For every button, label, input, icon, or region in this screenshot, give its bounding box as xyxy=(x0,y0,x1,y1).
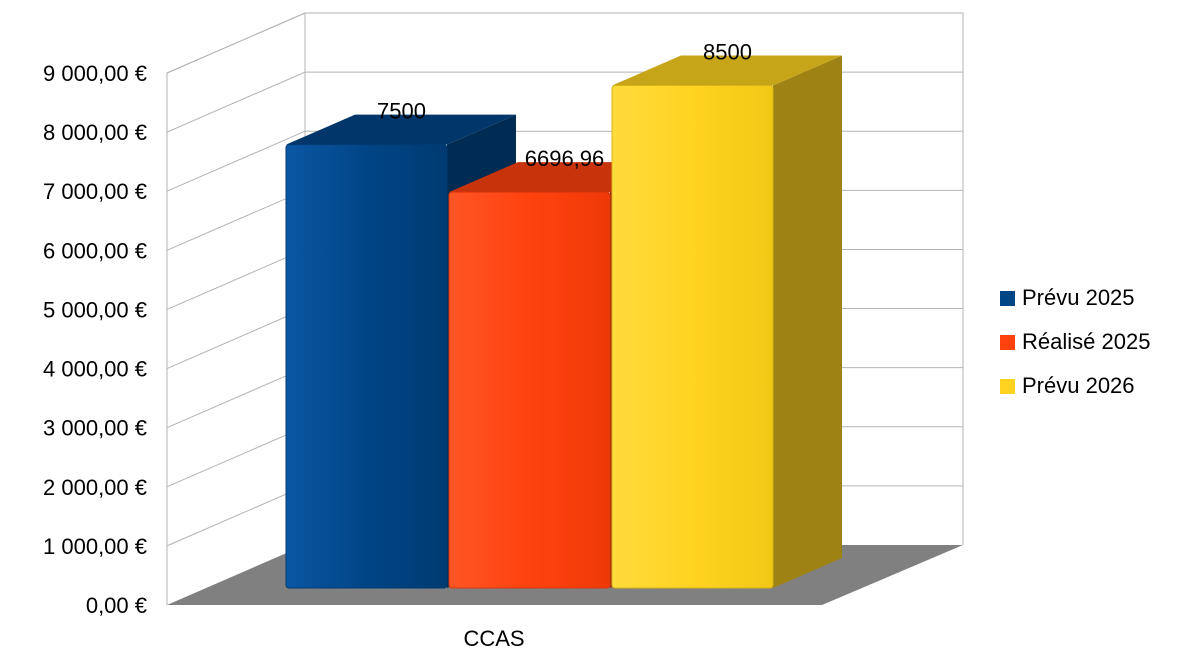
bar-top xyxy=(612,55,842,86)
data-labels: 7500 6696,96 8500 xyxy=(377,40,752,172)
legend-item-realise-2025: Réalisé 2025 xyxy=(1000,327,1150,357)
y-tick-label: 2 000,00 € xyxy=(43,475,147,500)
data-label: 6696,96 xyxy=(525,146,605,171)
x-axis-ticks: CCAS xyxy=(463,626,524,650)
legend: Prévu 2025 Réalisé 2025 Prévu 2026 xyxy=(1000,283,1150,401)
y-axis-ticks: 0,00 € 1 000,00 € 2 000,00 € 3 000,00 € 4 00… xyxy=(43,61,147,618)
bar-top xyxy=(286,114,516,145)
bar-front xyxy=(285,144,448,589)
gridline xyxy=(166,71,963,133)
y-tick-label: 8 000,00 € xyxy=(43,120,147,145)
data-label: 8500 xyxy=(703,40,752,65)
y-tick-label: 7 000,00 € xyxy=(43,179,147,204)
bar-side xyxy=(773,55,842,589)
y-tick-label: 9 000,00 € xyxy=(43,61,147,86)
y-tick-label: 5 000,00 € xyxy=(43,297,147,322)
legend-swatch xyxy=(1000,334,1015,350)
x-tick-label: CCAS xyxy=(463,626,524,650)
legend-label: Prévu 2025 xyxy=(1022,285,1135,310)
y-tick-label: 6 000,00 € xyxy=(43,238,147,263)
bar-3 xyxy=(611,55,842,589)
y-tick-label: 4 000,00 € xyxy=(43,357,147,382)
bar-front xyxy=(611,85,774,589)
legend-swatch xyxy=(1000,378,1015,394)
legend-label: Prévu 2026 xyxy=(1022,373,1135,398)
data-label: 7500 xyxy=(377,99,426,124)
bar-front xyxy=(448,191,611,589)
legend-swatch xyxy=(1000,290,1015,306)
y-tick-label: 3 000,00 € xyxy=(43,416,147,441)
gridline xyxy=(166,12,963,74)
legend-item-prevu-2026: Prévu 2026 xyxy=(1000,371,1150,401)
legend-label: Réalisé 2025 xyxy=(1022,329,1151,354)
bars xyxy=(285,55,842,589)
y-tick-label: 1 000,00 € xyxy=(43,534,147,559)
y-tick-label: 0,00 € xyxy=(86,593,147,618)
legend-item-prevu-2025: Prévu 2025 xyxy=(1000,283,1150,313)
